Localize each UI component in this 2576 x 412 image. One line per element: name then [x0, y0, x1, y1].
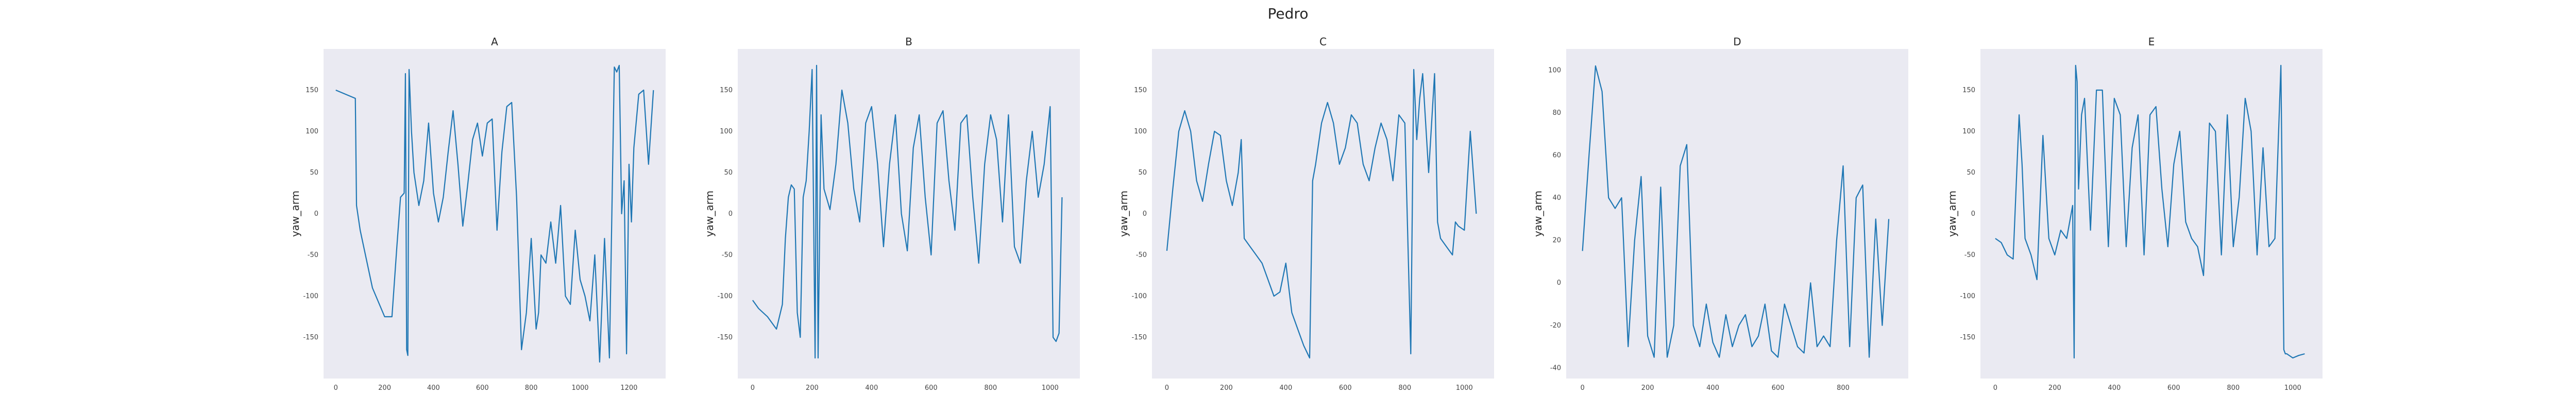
- y-tick-label: 150: [1962, 87, 1975, 94]
- x-tick-label: 800: [525, 384, 538, 392]
- x-tick-label: 200: [2048, 384, 2061, 392]
- x-tick-label: 400: [1706, 384, 1719, 392]
- y-tick-label: -40: [1550, 364, 1561, 372]
- x-tick-label: 1000: [571, 384, 588, 392]
- x-tick-label: 0: [334, 384, 338, 392]
- series-line: [335, 64, 654, 363]
- y-tick-label: 50: [1967, 169, 1975, 177]
- y-tick-label: -20: [1550, 322, 1561, 330]
- y-tick-label: 0: [728, 210, 733, 218]
- x-tick-label: 1000: [1042, 384, 1059, 392]
- y-tick-label: -150: [1131, 334, 1147, 341]
- y-tick-label: 0: [1557, 279, 1561, 287]
- x-tick-label: 800: [984, 384, 997, 392]
- y-tick-label: 150: [720, 87, 733, 94]
- x-tick-label: 800: [2227, 384, 2240, 392]
- subplot-title: B: [905, 36, 912, 48]
- x-tick-label: 0: [1580, 384, 1584, 392]
- x-tick-label: 200: [1641, 384, 1654, 392]
- y-tick-label: 100: [720, 128, 733, 135]
- y-axis-label: yaw_arm: [289, 191, 301, 237]
- subplot-title: D: [1733, 36, 1741, 48]
- y-tick-label: -150: [717, 334, 733, 341]
- y-axis-label: yaw_arm: [703, 191, 716, 237]
- x-tick-label: 200: [806, 384, 819, 392]
- plot-area: [324, 49, 666, 379]
- x-tick-label: 0: [1993, 384, 1997, 392]
- y-axis-label: yaw_arm: [1117, 191, 1130, 237]
- x-tick-label: 600: [1339, 384, 1352, 392]
- series-line: [1166, 68, 1477, 359]
- x-tick-label: 0: [751, 384, 755, 392]
- x-tick-label: 600: [2167, 384, 2180, 392]
- x-tick-label: 400: [427, 384, 440, 392]
- series-line: [1582, 65, 1890, 358]
- y-tick-label: 50: [310, 169, 318, 177]
- y-tick-label: -100: [303, 293, 318, 300]
- subplot-title: A: [491, 36, 498, 48]
- figure-title: Pedro: [1267, 5, 1309, 22]
- x-tick-label: 1000: [1456, 384, 1473, 392]
- x-tick-label: 0: [1165, 384, 1169, 392]
- y-tick-label: 100: [1548, 66, 1561, 74]
- plot-area: [738, 49, 1080, 379]
- y-tick-label: -150: [303, 334, 318, 341]
- y-tick-label: -100: [1131, 293, 1147, 300]
- y-tick-label: -150: [1960, 334, 1975, 341]
- series-line: [752, 64, 1063, 359]
- y-tick-label: -50: [1964, 251, 1975, 259]
- x-tick-label: 400: [1279, 384, 1292, 392]
- y-tick-label: -50: [308, 251, 318, 259]
- y-tick-label: 60: [1552, 151, 1561, 159]
- x-tick-label: 200: [1220, 384, 1233, 392]
- y-axis-label: yaw_arm: [1946, 191, 1958, 237]
- y-tick-label: 20: [1552, 237, 1561, 245]
- x-tick-label: 400: [865, 384, 878, 392]
- x-tick-label: 800: [1837, 384, 1850, 392]
- x-tick-label: 1200: [620, 384, 637, 392]
- subplot-title: E: [2148, 36, 2155, 48]
- y-tick-label: 100: [1134, 128, 1147, 135]
- y-tick-label: -50: [722, 251, 733, 259]
- y-tick-label: 150: [1134, 87, 1147, 94]
- x-tick-label: 800: [1398, 384, 1411, 392]
- y-tick-label: 50: [724, 169, 733, 177]
- x-tick-label: 600: [925, 384, 938, 392]
- plot-area: [1980, 49, 2323, 379]
- y-tick-label: 80: [1552, 109, 1561, 117]
- y-tick-label: 0: [1143, 210, 1147, 218]
- x-tick-label: 400: [2108, 384, 2121, 392]
- x-tick-label: 600: [476, 384, 489, 392]
- y-tick-label: 50: [1138, 169, 1147, 177]
- y-tick-label: -100: [1960, 293, 1975, 300]
- y-axis-label: yaw_arm: [1532, 191, 1544, 237]
- y-tick-label: 100: [1962, 128, 1975, 135]
- x-tick-label: 600: [1772, 384, 1785, 392]
- y-tick-label: 0: [314, 210, 318, 218]
- y-tick-label: 150: [306, 87, 318, 94]
- subplot-title: C: [1319, 36, 1327, 48]
- plot-area: [1152, 49, 1494, 379]
- y-tick-label: 0: [1971, 210, 1975, 218]
- plot-area: [1566, 49, 1908, 379]
- series-line: [1995, 64, 2305, 359]
- x-tick-label: 200: [378, 384, 391, 392]
- y-tick-label: -50: [1136, 251, 1147, 259]
- y-tick-label: -100: [717, 293, 733, 300]
- y-tick-label: 100: [306, 128, 318, 135]
- y-tick-label: 40: [1552, 194, 1561, 202]
- x-tick-label: 1000: [2284, 384, 2301, 392]
